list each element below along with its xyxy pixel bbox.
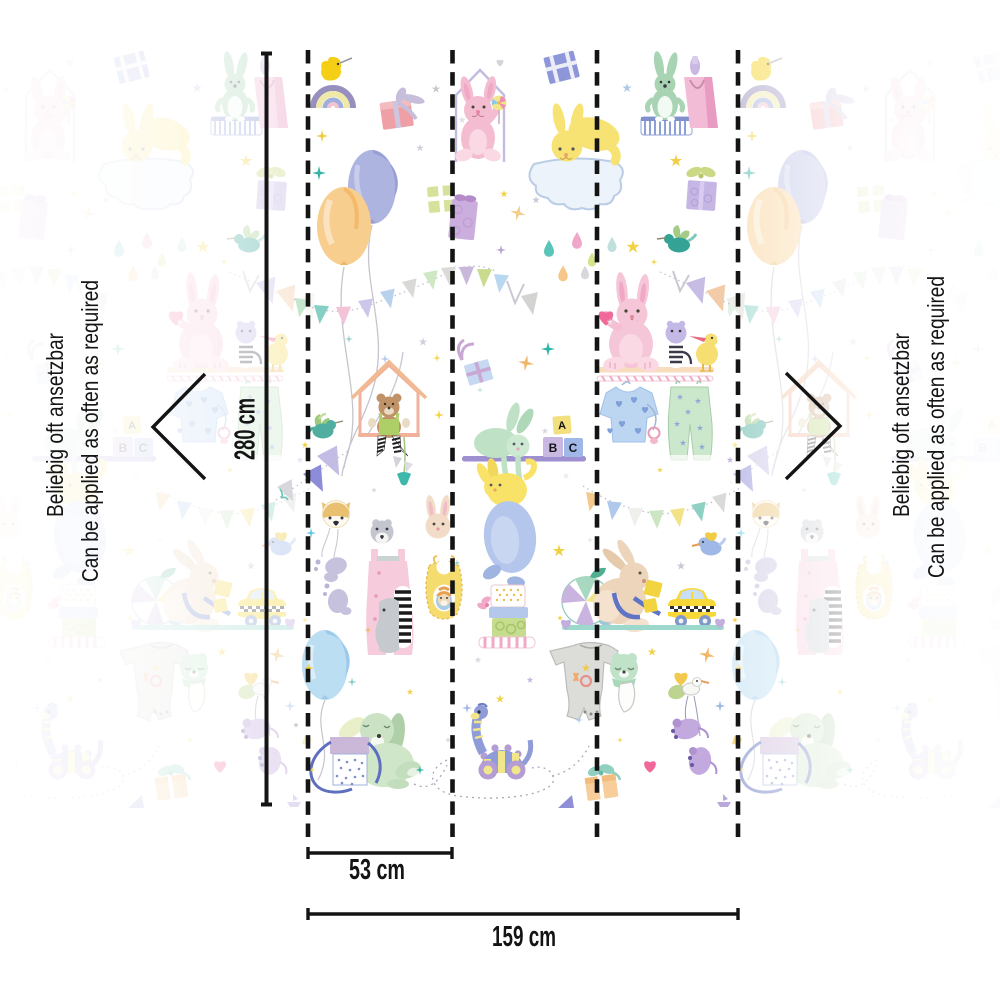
svg-text:Beliebig oft ansetzbar: Beliebig oft ansetzbar bbox=[42, 333, 68, 517]
svg-text:Can be applied as often as req: Can be applied as often as required bbox=[923, 276, 949, 578]
svg-text:Can be applied as often as req: Can be applied as often as required bbox=[77, 280, 103, 582]
svg-text:159 cm: 159 cm bbox=[492, 921, 556, 953]
svg-text:53 cm: 53 cm bbox=[349, 854, 405, 886]
svg-text:Beliebig oft ansetzbar: Beliebig oft ansetzbar bbox=[888, 333, 914, 517]
svg-text:280 cm: 280 cm bbox=[230, 398, 262, 460]
